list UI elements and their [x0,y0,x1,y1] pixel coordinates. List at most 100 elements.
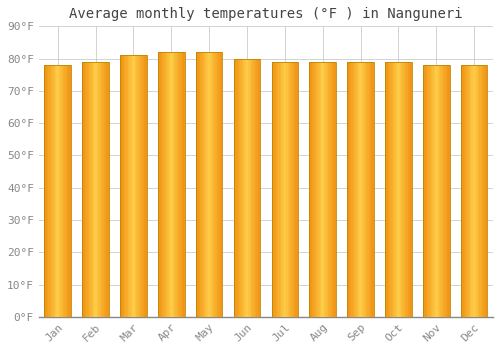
Bar [259,58,260,317]
Bar [428,65,430,317]
Bar [196,52,197,317]
Bar [310,62,336,317]
Bar [44,65,46,317]
Bar [120,55,146,317]
Bar [424,65,426,317]
Bar [50,65,51,317]
Bar [350,62,352,317]
Bar [158,52,184,317]
Bar [258,58,259,317]
Bar [431,65,432,317]
Bar [435,65,436,317]
Bar [388,62,389,317]
Bar [90,62,92,317]
Bar [432,65,434,317]
Bar [461,65,487,317]
Bar [68,65,70,317]
Bar [216,52,217,317]
Bar [255,58,256,317]
Bar [140,55,141,317]
Bar [354,62,356,317]
Bar [292,62,293,317]
Bar [330,62,332,317]
Bar [352,62,354,317]
Bar [108,62,109,317]
Bar [370,62,371,317]
Bar [47,65,48,317]
Bar [126,55,127,317]
Bar [46,65,47,317]
Bar [200,52,201,317]
Bar [461,65,462,317]
Bar [427,65,428,317]
Bar [404,62,405,317]
Bar [94,62,96,317]
Bar [254,58,255,317]
Bar [396,62,397,317]
Bar [120,55,122,317]
Bar [272,62,273,317]
Bar [406,62,408,317]
Bar [144,55,146,317]
Bar [444,65,446,317]
Bar [481,65,482,317]
Bar [44,65,71,317]
Bar [58,65,59,317]
Bar [385,62,411,317]
Bar [314,62,315,317]
Bar [127,55,128,317]
Bar [135,55,136,317]
Bar [474,65,476,317]
Bar [401,62,402,317]
Bar [124,55,126,317]
Bar [446,65,447,317]
Bar [461,65,487,317]
Bar [359,62,360,317]
Bar [356,62,358,317]
Bar [278,62,280,317]
Bar [486,65,488,317]
Bar [234,58,260,317]
Bar [197,52,198,317]
Bar [82,62,84,317]
Bar [393,62,394,317]
Bar [310,62,311,317]
Bar [176,52,178,317]
Bar [82,62,109,317]
Bar [328,62,330,317]
Bar [101,62,102,317]
Bar [442,65,443,317]
Bar [122,55,123,317]
Bar [312,62,314,317]
Bar [478,65,480,317]
Bar [131,55,132,317]
Bar [423,65,450,317]
Bar [221,52,222,317]
Bar [236,58,238,317]
Bar [316,62,318,317]
Bar [55,65,56,317]
Bar [282,62,284,317]
Bar [320,62,322,317]
Bar [218,52,220,317]
Bar [44,65,71,317]
Bar [183,52,184,317]
Bar [100,62,101,317]
Bar [54,65,55,317]
Bar [294,62,296,317]
Bar [210,52,212,317]
Bar [212,52,213,317]
Bar [362,62,363,317]
Bar [358,62,359,317]
Bar [238,58,239,317]
Bar [385,62,386,317]
Bar [130,55,131,317]
Bar [158,52,160,317]
Bar [348,62,374,317]
Bar [465,65,466,317]
Bar [476,65,477,317]
Bar [440,65,442,317]
Bar [60,65,62,317]
Bar [120,55,146,317]
Bar [239,58,240,317]
